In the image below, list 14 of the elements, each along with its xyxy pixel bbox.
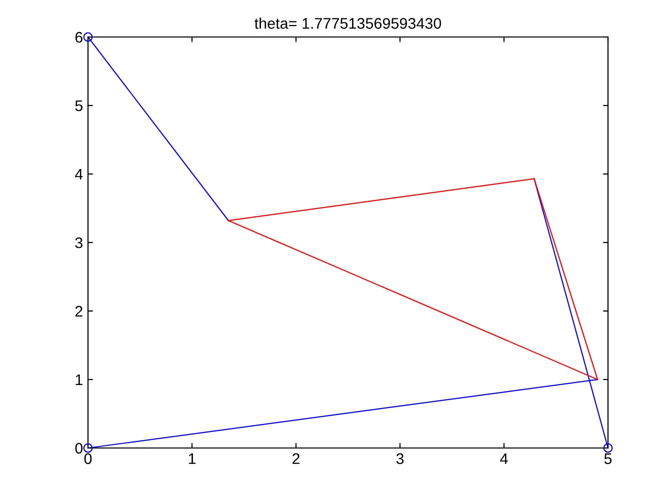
y-tick-label: 0: [75, 442, 83, 454]
x-tick-label: 1: [188, 453, 196, 464]
x-tick-label: 3: [396, 453, 404, 464]
y-tick-label: 2: [75, 306, 82, 317]
x-tick-label: 5: [604, 453, 612, 464]
x-tick-label: 0: [84, 453, 92, 464]
chart-title: theta= 1.777513569593430: [254, 18, 442, 29]
y-tick-label: 3: [75, 237, 82, 248]
x-tick-label: 2: [292, 453, 300, 464]
y-tick-label: 4: [74, 169, 83, 180]
y-tick-label: 5: [75, 100, 82, 112]
y-tick-label: 6: [75, 32, 82, 43]
y-tick-label: 1: [76, 374, 82, 386]
x-tick-label: 4: [500, 453, 508, 464]
